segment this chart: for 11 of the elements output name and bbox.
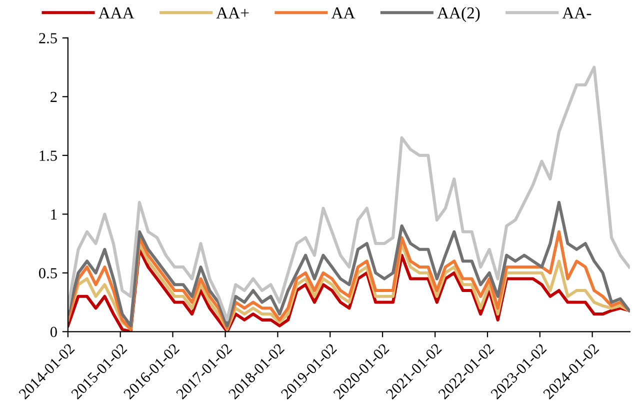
y-tick-label: 0 [50,326,57,338]
y-tick-label: 2.5 [39,33,57,44]
legend-label: AAA [98,7,134,18]
legend-label: AA- [562,7,592,18]
y-tick-label: 0.5 [39,268,57,278]
y-tick-label: 1.5 [40,150,57,161]
legend-label: AA [331,7,356,18]
y-tick-label: 1 [51,209,57,220]
legend-label: AA(2) [437,6,480,22]
legend-label: AA+ [216,7,249,18]
y-tick-label: 2 [50,92,57,102]
